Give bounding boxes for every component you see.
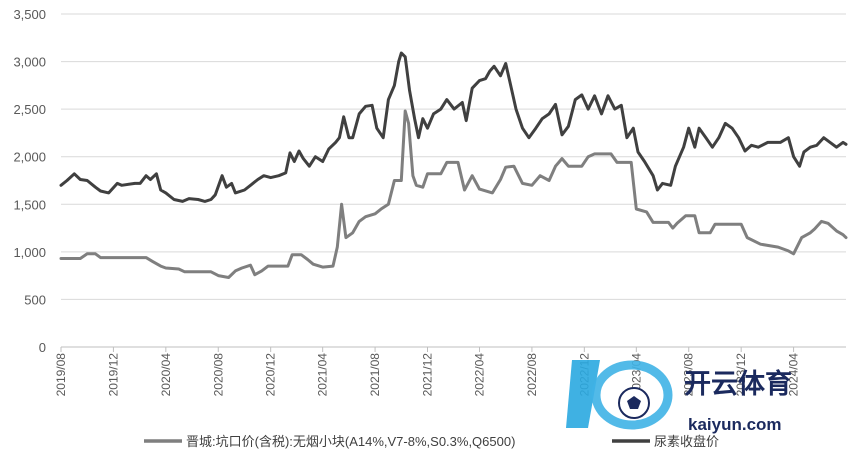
- y-tick-label: 2,000: [13, 150, 46, 165]
- y-tick-label: 0: [39, 340, 46, 355]
- brand-logo: [566, 360, 673, 430]
- x-tick-label: 2021/12: [421, 353, 435, 397]
- y-tick-label: 1,000: [13, 245, 46, 260]
- brand-domain: kaiyun.com: [688, 415, 782, 434]
- y-tick-label: 3,000: [13, 55, 46, 70]
- brand-logo-ring: [591, 360, 673, 430]
- y-tick-label: 1,500: [13, 197, 46, 212]
- series-lines: [59, 51, 848, 279]
- x-tick-label: 2019/08: [54, 353, 68, 397]
- x-tick-label: 2020/12: [264, 353, 278, 397]
- x-tick-label: 2023/08: [682, 353, 696, 397]
- x-tick-label: 2020/08: [211, 353, 225, 397]
- legend-label-coal: 晋城:坑口价(含税):无烟小块(A14%,V7-8%,S0.3%,Q6500): [186, 434, 515, 449]
- x-tick-label: 2024/04: [787, 353, 801, 397]
- x-tick-label: 2022/08: [525, 353, 539, 397]
- x-tick-label: 2021/08: [368, 353, 382, 397]
- legend-label-urea: 尿素收盘价: [654, 434, 719, 449]
- x-tick-label: 2019/12: [106, 353, 120, 397]
- x-tick-label: 2020/04: [159, 353, 173, 397]
- y-tick-label: 3,500: [13, 7, 46, 22]
- brand-name-cn: 开云体育: [684, 368, 792, 399]
- brand-logo-k-stroke: [566, 360, 600, 428]
- y-tick-label: 2,500: [13, 102, 46, 117]
- soccer-ball-pentagon: [627, 396, 641, 409]
- x-tick-label: 2023/12: [734, 353, 748, 397]
- series-line-urea-close: [59, 51, 848, 203]
- series-line-coal-price: [59, 109, 848, 279]
- y-axis-ticks: 0 500 1,000 1,500 2,000 2,500 3,000 3,500: [13, 7, 46, 355]
- gridlines: [61, 13, 846, 300]
- x-tick-label: 2021/04: [316, 353, 330, 397]
- brand-watermark: 开云体育 kaiyun.com: [566, 360, 792, 434]
- x-tick-label: 2022/04: [472, 353, 486, 397]
- legend: 晋城:坑口价(含税):无烟小块(A14%,V7-8%,S0.3%,Q6500) …: [144, 434, 719, 449]
- y-tick-label: 500: [24, 292, 46, 307]
